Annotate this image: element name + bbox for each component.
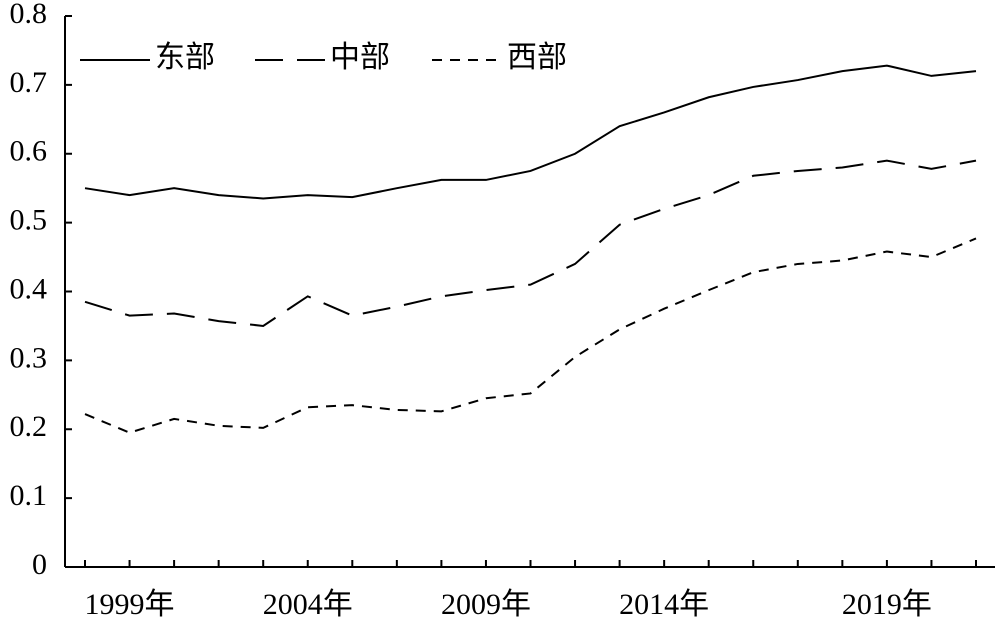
y-tick-label: 0.6 bbox=[10, 135, 48, 168]
legend-label: 西部 bbox=[507, 41, 567, 74]
x-tick-label: 2019年 bbox=[842, 588, 932, 621]
series-line bbox=[84, 64, 977, 200]
y-tick-label: 0.8 bbox=[10, 0, 48, 30]
y-tick-label: 0.3 bbox=[10, 341, 48, 374]
series-line bbox=[84, 237, 977, 434]
y-tick-label: 0.7 bbox=[10, 66, 48, 99]
legend-label: 东部 bbox=[155, 41, 215, 74]
x-tick-label: 1999年 bbox=[85, 588, 175, 621]
y-tick-label: 0 bbox=[32, 548, 47, 581]
x-tick-label: 2009年 bbox=[441, 588, 531, 621]
x-tick-label: 2004年 bbox=[263, 588, 353, 621]
legend-label: 中部 bbox=[330, 41, 390, 74]
y-tick-label: 0.2 bbox=[10, 410, 48, 443]
series-line bbox=[84, 159, 977, 327]
y-tick-label: 0.5 bbox=[10, 204, 48, 237]
x-tick-label: 2014年 bbox=[619, 588, 709, 621]
y-tick-label: 0.4 bbox=[10, 272, 48, 305]
y-tick-label: 0.1 bbox=[10, 479, 48, 512]
